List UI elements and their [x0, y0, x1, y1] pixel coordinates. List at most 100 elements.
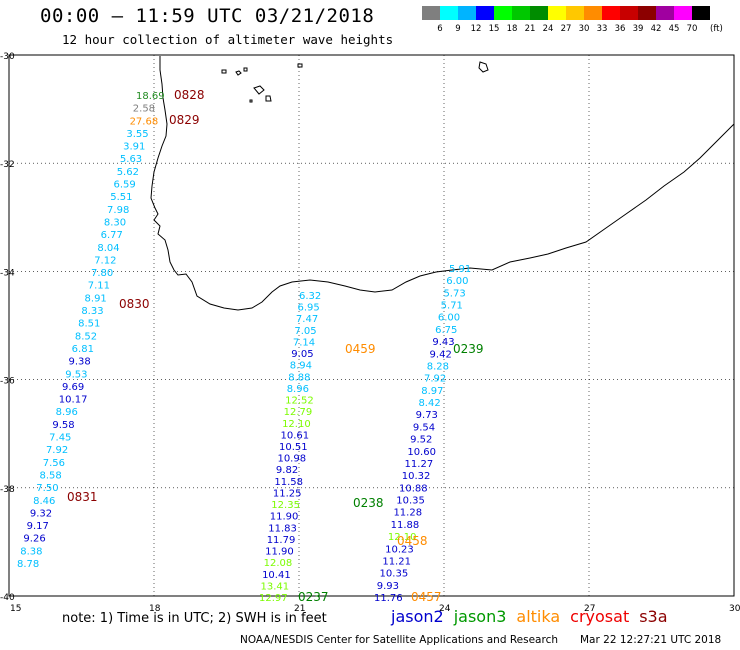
pass-time-label: 0830 — [119, 297, 150, 311]
lon-tick-label: 18 — [149, 604, 161, 614]
scale-unit: (ft) — [710, 24, 723, 34]
swh-label: 9.43 — [432, 337, 454, 348]
pass-time-label: 0457 — [411, 590, 442, 604]
swh-label: 12.35 — [271, 500, 300, 511]
swh-label: 3.91 — [123, 142, 145, 153]
lat-tick-label: -34 — [0, 268, 15, 278]
swh-label: 3.55 — [126, 129, 148, 140]
swh-label: 9.42 — [430, 349, 452, 360]
scale-swatch — [674, 6, 692, 20]
swh-label: 10.35 — [396, 496, 425, 507]
swh-label: 27.68 — [130, 116, 159, 127]
swh-label: 5.51 — [110, 192, 132, 203]
tick-labels: 15 18 21 24 27 30 -30 -32 -34 -36 -38 -40 — [0, 52, 740, 614]
swh-label: 12.08 — [264, 558, 293, 569]
scale-swatch — [476, 6, 494, 20]
swh-label: 8.78 — [17, 559, 39, 570]
swh-label: 10.23 — [385, 544, 414, 555]
scale-label: 15 — [488, 24, 500, 34]
lat-tick-label: -30 — [0, 52, 15, 62]
note-text: note: 1) Time is in UTC; 2) SWH is in fe… — [62, 611, 327, 626]
lat-tick-label: -38 — [0, 485, 15, 495]
legend-entry-jason2: jason2 — [391, 607, 444, 626]
pass-time-label: 0459 — [345, 342, 376, 356]
swh-label: 11.27 — [405, 459, 434, 470]
graticule — [9, 55, 734, 596]
swh-label: 8.58 — [40, 470, 62, 481]
lon-tick-label: 30 — [729, 604, 740, 614]
swh-label: 8.52 — [75, 331, 97, 342]
swh-label: 5.63 — [120, 154, 142, 165]
scale-swatch — [440, 6, 458, 20]
swh-label: 8.30 — [104, 217, 126, 228]
swh-label: 8.51 — [78, 319, 100, 330]
swh-label: 11.90 — [265, 547, 294, 558]
swh-label: 7.05 — [294, 326, 316, 337]
swh-label: 6.75 — [435, 325, 457, 336]
lon-tick-label: 27 — [584, 604, 595, 614]
swh-label: 8.91 — [85, 293, 107, 304]
swh-label: 12.52 — [285, 396, 314, 407]
lat-tick-label: -36 — [0, 377, 15, 387]
scale-label: 27 — [560, 24, 572, 34]
swh-label: 5.62 — [117, 167, 139, 178]
scale-swatch — [548, 6, 566, 20]
swh-label: 11.88 — [391, 520, 420, 531]
scale-label: 30 — [578, 24, 590, 34]
swh-label: 8.94 — [290, 361, 312, 372]
swh-label: 9.53 — [65, 369, 87, 380]
map-title: 00:00 — 11:59 UTC 03/21/2018 — [40, 5, 375, 27]
swh-label: 11.79 — [267, 535, 296, 546]
pass-time-labels: 0828 0829 0830 0831 0459 0458 0457 0239 0238 0237 — [67, 88, 484, 604]
swh-label: 12.97 — [259, 593, 288, 604]
legend-entry-jason3: jason3 — [453, 607, 507, 626]
swh-label: 11.76 — [374, 593, 403, 604]
swh-label: 9.93 — [377, 581, 399, 592]
swh-label: 8.33 — [81, 306, 103, 317]
swh-label: 7.11 — [88, 281, 110, 292]
swh-label: 6.00 — [438, 313, 460, 324]
swh-label: 8.28 — [427, 361, 449, 372]
swh-label: 11.83 — [268, 523, 297, 534]
lon-tick-label: 24 — [439, 604, 451, 614]
swh-label: 11.25 — [273, 488, 302, 499]
swh-label: 9.32 — [30, 508, 52, 519]
timestamp-text: Mar 22 12:27:21 UTC 2018 — [580, 634, 722, 646]
pass-time-label: 0828 — [174, 88, 205, 102]
swh-label: 7.50 — [36, 483, 58, 494]
swh-label: 9.38 — [68, 357, 90, 368]
swh-label: 6.00 — [446, 276, 468, 287]
scale-swatch — [602, 6, 620, 20]
scale-label: 12 — [470, 24, 482, 34]
legend-entry-cryosat: cryosat — [570, 607, 630, 626]
swh-label: 9.54 — [413, 422, 435, 433]
scale-swatch — [458, 6, 476, 20]
swh-label: 10.88 — [399, 483, 428, 494]
swh-label: 12.10 — [282, 419, 311, 430]
swh-label: 7.45 — [49, 433, 71, 444]
pass-time-label: 0829 — [169, 113, 200, 127]
swh-label: 9.17 — [27, 521, 49, 532]
scale-swatch — [620, 6, 638, 20]
swh-label: 7.47 — [296, 314, 318, 325]
lon-tick-label: 21 — [294, 604, 305, 614]
swh-label: 10.35 — [380, 569, 409, 580]
swh-label: 11.28 — [393, 508, 422, 519]
swh-label: 5.91 — [449, 264, 471, 275]
scale-label: 39 — [632, 24, 644, 34]
swh-label: 9.58 — [52, 420, 74, 431]
scale-swatch — [422, 6, 440, 20]
swh-label: 12.10 — [388, 532, 417, 543]
swh-label: 18.69 — [136, 91, 165, 102]
scale-label: 9 — [455, 24, 461, 34]
scale-label: 18 — [506, 24, 518, 34]
scale-swatch — [494, 6, 512, 20]
swh-label: 10.60 — [407, 447, 436, 458]
swh-label: 8.46 — [33, 496, 55, 507]
swh-label: 7.92 — [424, 374, 446, 385]
swh-label: 8.42 — [418, 398, 440, 409]
swh-label: 6.77 — [101, 230, 123, 241]
swh-label: 10.41 — [262, 570, 291, 581]
scale-swatch — [584, 6, 602, 20]
